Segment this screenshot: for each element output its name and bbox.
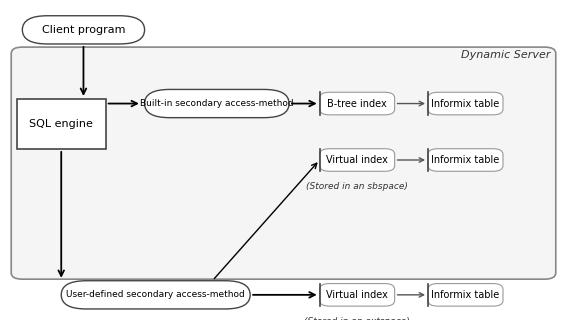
FancyBboxPatch shape (145, 89, 289, 118)
Text: Virtual index: Virtual index (326, 290, 388, 300)
FancyBboxPatch shape (61, 281, 250, 309)
Text: Informix table: Informix table (431, 290, 500, 300)
FancyBboxPatch shape (320, 92, 395, 115)
Text: Informix table: Informix table (431, 155, 500, 165)
FancyBboxPatch shape (11, 47, 556, 279)
Text: Virtual index: Virtual index (326, 155, 388, 165)
Text: (Stored in an sbspace): (Stored in an sbspace) (306, 182, 408, 191)
Text: SQL engine: SQL engine (29, 119, 93, 129)
Text: Client program: Client program (42, 25, 125, 35)
FancyBboxPatch shape (428, 149, 503, 171)
FancyBboxPatch shape (22, 16, 145, 44)
Text: B-tree index: B-tree index (327, 99, 387, 108)
Bar (17, 99, 105, 149)
FancyBboxPatch shape (320, 149, 395, 171)
Text: Informix table: Informix table (431, 99, 500, 108)
FancyBboxPatch shape (428, 92, 503, 115)
Text: Dynamic Server: Dynamic Server (461, 50, 550, 60)
Text: (Stored in an extspace): (Stored in an extspace) (304, 317, 410, 320)
Text: User-defined secondary access-method: User-defined secondary access-method (66, 290, 245, 299)
FancyBboxPatch shape (320, 284, 395, 306)
Text: Built-in secondary access-method: Built-in secondary access-method (140, 99, 294, 108)
FancyBboxPatch shape (428, 284, 503, 306)
